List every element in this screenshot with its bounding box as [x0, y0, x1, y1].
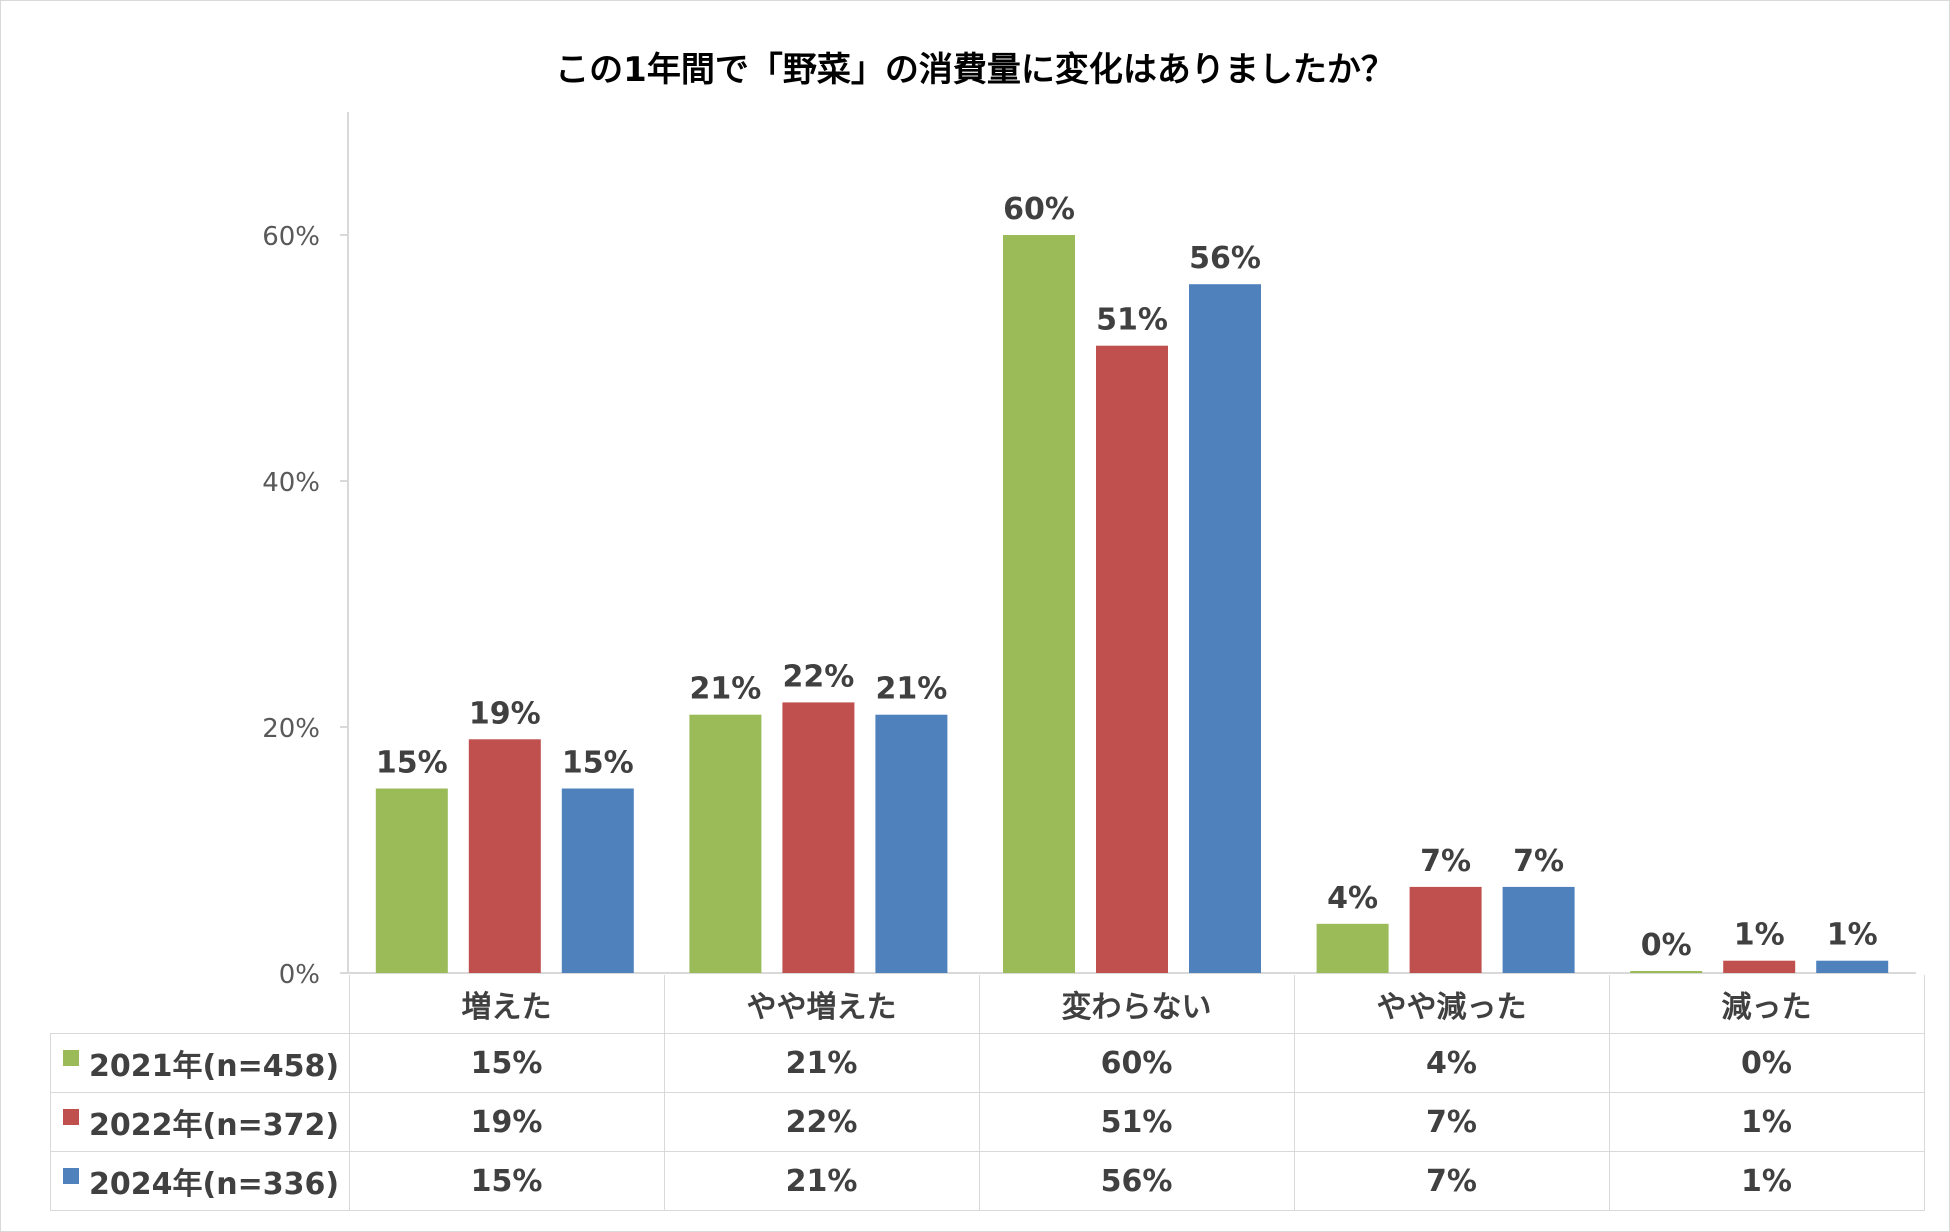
bar	[689, 714, 762, 973]
bar	[1816, 960, 1889, 973]
bar	[1409, 886, 1482, 973]
legend-label: 2022年(n=372)	[89, 1108, 340, 1143]
data-label: 21%	[875, 672, 947, 707]
data-label: 51%	[1096, 303, 1168, 338]
table-cell: 22%	[663, 1092, 980, 1152]
table-cell: 21%	[663, 1033, 980, 1093]
bar	[875, 714, 948, 973]
y-tick-label: 60%	[262, 222, 320, 252]
table-row: 2024年(n=336) 15% 21% 56% 7% 1%	[50, 1151, 1925, 1211]
x-tick-label: 変わらない	[979, 975, 1295, 1034]
table-corner	[50, 975, 350, 1034]
bar	[1502, 886, 1575, 973]
table-cell: 7%	[1293, 1151, 1610, 1211]
legend-label: 2024年(n=336)	[89, 1167, 340, 1202]
data-label: 7%	[1420, 844, 1471, 879]
y-axis-ticks: 0%20%40%60%	[262, 222, 348, 990]
table-cell: 21%	[663, 1151, 980, 1211]
legend-swatch	[63, 1167, 79, 1184]
legend-entry: 2024年(n=336)	[50, 1151, 350, 1211]
table-cell: 51%	[978, 1092, 1295, 1152]
legend-swatch	[63, 1108, 79, 1125]
x-tick-label: やや増えた	[664, 975, 980, 1034]
bar	[468, 739, 541, 973]
legend-entry: 2021年(n=458)	[50, 1033, 350, 1093]
data-label: 1%	[1827, 918, 1878, 953]
bar	[375, 788, 448, 973]
legend-swatch	[63, 1049, 79, 1066]
table-cell: 1%	[1608, 1092, 1925, 1152]
data-label: 0%	[1641, 928, 1692, 963]
table-cell: 0%	[1608, 1033, 1925, 1093]
data-label: 7%	[1513, 844, 1564, 879]
data-label: 15%	[376, 746, 448, 781]
table-row: 2021年(n=458) 15% 21% 60% 4% 0%	[50, 1033, 1925, 1093]
table-cell: 7%	[1293, 1092, 1610, 1152]
data-label: 22%	[782, 659, 854, 694]
legend-label: 2021年(n=458)	[89, 1049, 340, 1084]
bar	[782, 702, 855, 973]
data-label: 56%	[1189, 241, 1261, 276]
x-tick-label: 増えた	[349, 975, 665, 1034]
y-tick-label: 20%	[262, 714, 320, 744]
table-header-row: 増えた やや増えた 変わらない やや減った 減った	[50, 975, 1925, 1034]
bar	[1723, 960, 1796, 973]
data-label: 15%	[562, 746, 634, 781]
bar	[1003, 235, 1075, 973]
data-label: 60%	[1003, 192, 1075, 227]
x-tick-label: 減った	[1609, 975, 1925, 1034]
bar	[1096, 345, 1168, 973]
x-tick-label: やや減った	[1294, 975, 1610, 1034]
data-table: 増えた やや増えた 変わらない やや減った 減った 2021年(n=458) 15% 21% 6…	[50, 975, 1925, 1211]
data-label: 1%	[1734, 918, 1785, 953]
table-cell: 19%	[348, 1092, 665, 1152]
chart-title: この1年間で「野菜」の消費量に変化はありましたか？	[555, 50, 1395, 90]
table-cell: 60%	[978, 1033, 1295, 1093]
table-cell: 4%	[1293, 1033, 1610, 1093]
table-cell: 56%	[978, 1151, 1295, 1211]
table-row: 2022年(n=372) 19% 22% 51% 7% 1%	[50, 1092, 1925, 1152]
data-label: 4%	[1327, 881, 1378, 916]
data-label: 21%	[689, 672, 761, 707]
table-cell: 1%	[1608, 1151, 1925, 1211]
bar	[1189, 284, 1261, 973]
table-cell: 15%	[348, 1151, 665, 1211]
y-tick-label: 40%	[262, 468, 320, 498]
bar	[1316, 923, 1389, 973]
bars	[375, 235, 1889, 973]
data-labels: 15% 19% 15% 21% 22% 21% 60% 51% 56% 4% 7% 7% 0% 1% 1%	[376, 192, 1878, 963]
bar	[1630, 971, 1703, 973]
legend-entry: 2022年(n=372)	[50, 1092, 350, 1152]
data-label: 19%	[469, 696, 541, 731]
bar	[561, 788, 634, 973]
table-cell: 15%	[348, 1033, 665, 1093]
